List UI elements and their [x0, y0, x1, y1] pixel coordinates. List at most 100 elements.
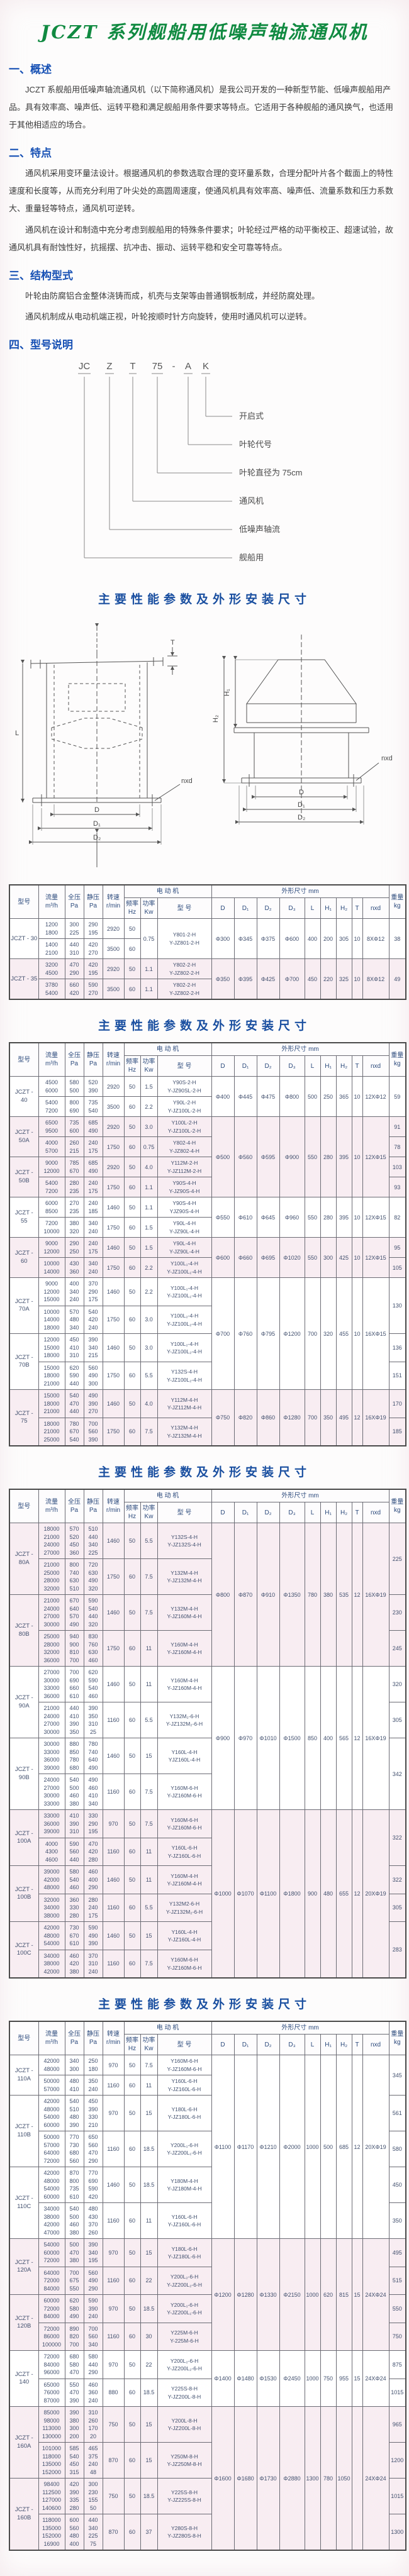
data-cell: Φ1000 — [211, 1809, 235, 1979]
data-cell: 10 — [351, 958, 363, 1000]
data-cell: Y200L-8-H Y-JZ200L-8-H — [157, 2406, 212, 2443]
data-cell: 65000 76000 87000 — [38, 2378, 65, 2407]
data-cell: Φ1280 — [233, 2238, 257, 2351]
data-cell: 105 — [388, 1257, 406, 1279]
data-cell: 0.75 — [140, 918, 158, 960]
data-cell: 60 — [123, 2131, 141, 2168]
spec-row: 18000 21000 25000 780 670 540 700 560 390 1… — [9, 1417, 406, 1446]
data-cell: 18.5 — [140, 2478, 158, 2515]
data-cell: 33000 36000 39000 — [38, 1809, 65, 1838]
data-cell: 550 — [388, 2294, 406, 2323]
model-cell: JCZT - 110A — [9, 2055, 39, 2096]
column-header: L — [304, 2034, 321, 2056]
data-cell: 50 — [123, 1738, 141, 1775]
data-cell: 240 175 — [83, 1177, 103, 1198]
data-cell: 560 490 290 — [83, 2266, 103, 2296]
data-cell: 93 — [388, 1177, 406, 1198]
data-cell: 1160 — [102, 1949, 125, 1979]
data-cell: 12XΦ15 — [362, 1237, 389, 1279]
data-cell: 60 — [123, 979, 141, 1000]
data-cell: 390 340 195 — [83, 2238, 103, 2267]
data-cell: 7.5 — [140, 1774, 158, 1811]
data-cell: 60 — [123, 2266, 141, 2296]
data-cell: 30 — [140, 2322, 158, 2351]
spec-row: JCZT - 50B 9000 12000 785 670 685 490 2920 50… — [9, 1157, 406, 1198]
data-cell: 965 — [388, 2406, 406, 2443]
data-cell: 220 — [320, 958, 337, 1000]
column-header: 全压 Pa — [64, 2021, 84, 2056]
column-header: nxd — [362, 897, 389, 919]
dim-label-d2-left: D₂ — [93, 834, 101, 841]
data-cell: 875 — [388, 2350, 406, 2379]
data-cell: 735 600 — [64, 1116, 84, 1138]
data-cell: 60 — [123, 1417, 141, 1446]
data-cell: 580 540 460 — [64, 1865, 84, 1894]
data-cell: 590 560 440 — [64, 1837, 84, 1867]
data-cell: Y802-4-H Y-JZ802-4-H — [157, 1136, 212, 1158]
data-cell: 16XΦ19 — [362, 1666, 389, 1811]
column-header: D₃ — [279, 2034, 305, 2056]
data-cell: 570 520 450 360 — [64, 1523, 84, 1560]
data-cell: 280 235 — [64, 1177, 84, 1198]
data-cell: 34000 38000 42000 47000 — [38, 2202, 65, 2240]
data-cell: 350 — [320, 1389, 337, 1446]
spec-row: JCZT - 120A 54000 60000 72000 500 470 380 3… — [9, 2238, 406, 2351]
data-cell: 580 440 290 — [83, 2350, 103, 2379]
model-cell: JCZT - 50B — [9, 1157, 39, 1198]
data-cell: Φ560 — [233, 1116, 257, 1198]
data-cell: Φ2000 — [279, 2055, 305, 2240]
data-cell: 60 — [123, 1837, 141, 1867]
data-cell: 280 — [320, 1197, 337, 1238]
data-cell: 850 — [304, 1666, 321, 1811]
data-cell: 3200 4500 — [38, 958, 65, 980]
data-cell: 310 260 170 20 — [83, 2406, 103, 2443]
data-cell: 322 — [388, 1809, 406, 1867]
column-header: 频率 Hz — [123, 1502, 141, 1524]
model-cell: JCZT - 100B — [9, 1865, 39, 1923]
data-cell: 11 — [140, 2202, 158, 2240]
spec-row: 5400 7200 800 690 735 540 3500 60 2.2 Y90L-2-H… — [9, 1096, 406, 1118]
data-cell: 15 — [140, 1738, 158, 1775]
column-header: 重量 kg — [388, 1042, 406, 1077]
column-header: D — [211, 2034, 235, 2056]
column-header: 转速 r/min — [102, 2021, 125, 2056]
data-cell: 1160 — [102, 1893, 125, 1923]
data-cell: 685 — [335, 2055, 352, 2240]
spec-row: 101000 118000 135000 152000 585 540 450 3… — [9, 2442, 406, 2479]
data-cell: 970 — [102, 1809, 125, 1838]
data-cell: 60 — [123, 2202, 141, 2240]
model-cell: JCZT - 100C — [9, 1921, 39, 1979]
data-cell: 12 — [351, 1666, 363, 1811]
data-cell: 1460 — [102, 1738, 125, 1775]
model-cell: JCZT - 40 — [9, 1076, 39, 1118]
data-cell: 50 — [123, 1523, 141, 1560]
column-header: 流量 m³/h — [38, 1042, 65, 1077]
column-header: 转速 r/min — [102, 1042, 125, 1077]
data-cell: 1460 — [102, 1865, 125, 1894]
data-cell: 78 — [388, 1136, 406, 1158]
data-cell: 470 290 — [64, 958, 84, 980]
data-cell: 245 — [388, 1630, 406, 1667]
performance-section-title: 主要性能参数及外形安装尺寸 — [98, 593, 311, 607]
data-cell: 870 — [102, 2442, 125, 2479]
column-header: nxd — [362, 1055, 389, 1077]
data-cell: 16XΦ19 — [362, 1523, 389, 1667]
data-cell: 460 400 290 — [83, 1865, 103, 1894]
data-cell: 510 440 340 225 — [83, 1523, 103, 1560]
data-cell: 1015 — [388, 2478, 406, 2515]
data-cell: 750 — [320, 2350, 337, 2407]
data-cell: 18000 21000 25000 — [38, 1417, 65, 1446]
data-cell: 2920 — [102, 1116, 125, 1138]
data-cell: Y90L-4-H Y-JZ90L-4-H — [157, 1217, 212, 1238]
data-cell: 240 175 — [83, 1136, 103, 1158]
section-overview-heading: 一、概述 — [9, 64, 52, 75]
data-cell: Y160L-4-H Y-JZ160L-4-H — [157, 1921, 212, 1950]
data-cell: 590 270 — [83, 979, 103, 1000]
data-cell: 50 — [123, 1116, 141, 1138]
data-cell: 18.5 — [140, 2167, 158, 2204]
data-cell: 260 215 — [64, 1136, 84, 1158]
data-cell: 3500 — [102, 1096, 125, 1118]
data-cell: 900 — [304, 1809, 321, 1979]
data-cell: Y160M-6-H Y-JZ160M-6-H — [157, 1774, 212, 1811]
column-header: T — [351, 2034, 363, 2056]
